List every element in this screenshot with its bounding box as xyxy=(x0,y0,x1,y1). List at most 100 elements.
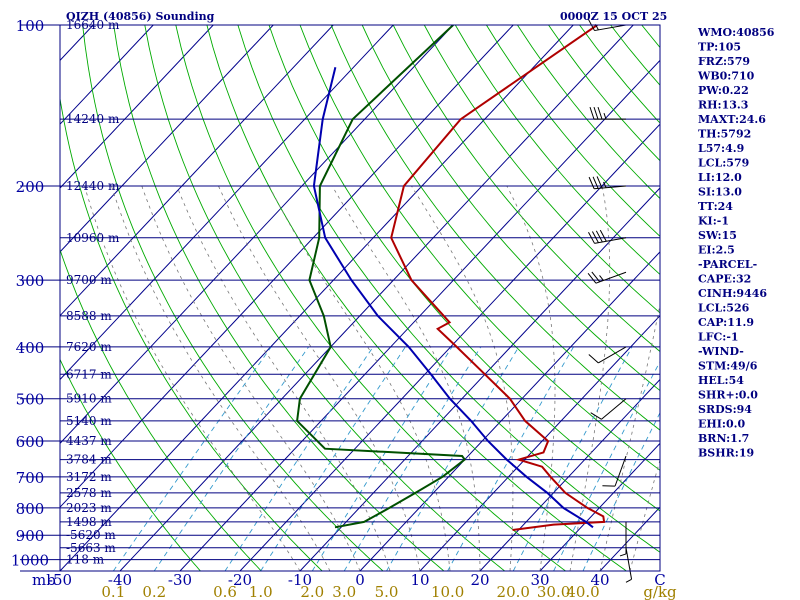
height-label: 5910 m xyxy=(66,392,112,406)
mixing-ratio-line xyxy=(582,411,660,571)
height-label: -5663 m xyxy=(66,541,116,555)
wind-barb xyxy=(588,346,627,364)
moist-adiabat-line xyxy=(111,185,331,571)
dewpoint-line xyxy=(296,25,467,529)
pressure-label: 700 xyxy=(16,469,45,487)
mixing-ratio-label: 30.0 xyxy=(537,583,570,600)
index-value: BRN:1.7 xyxy=(698,432,749,445)
pressure-unit-label: mb xyxy=(32,571,56,589)
index-value: CAP:11.9 xyxy=(698,316,754,329)
temperature-tick-label: -40 xyxy=(108,571,132,589)
dry-adiabat-line xyxy=(268,25,660,512)
mixing-ratio-label: 10.0 xyxy=(431,583,464,600)
mixing-ratio-line xyxy=(512,346,633,571)
mixing-ratio-line xyxy=(112,346,272,571)
height-label: 3172 m xyxy=(66,470,112,484)
height-label: 16640 m xyxy=(66,18,120,32)
isotherm-line xyxy=(359,251,660,571)
height-label: 118 m xyxy=(66,553,105,567)
moist-adiabat-line xyxy=(331,185,481,571)
height-label: -5620 m xyxy=(66,528,116,542)
index-value: EI:2.5 xyxy=(698,244,735,257)
index-value: EHI:0.0 xyxy=(698,418,745,431)
mixing-ratio-line xyxy=(311,346,453,571)
background-lines xyxy=(60,25,660,571)
height-label: 3784 m xyxy=(66,453,112,467)
dry-adiabat-line xyxy=(60,248,262,571)
index-value: WB0:710 xyxy=(697,70,755,83)
mixing-ratio-label: 3.0 xyxy=(332,583,356,600)
index-value: CINH:9446 xyxy=(698,287,767,300)
moist-adiabat-line xyxy=(411,185,514,571)
index-value: FRZ:579 xyxy=(698,55,750,68)
index-value: PW:0.22 xyxy=(698,84,749,97)
index-value: WMO:40856 xyxy=(697,26,775,39)
temperature-tick-label: 30 xyxy=(530,571,549,589)
isotherm-line xyxy=(539,442,660,571)
moist-adiabat-line xyxy=(506,185,556,571)
isotherm-line xyxy=(60,25,274,253)
dry-adiabat-line xyxy=(237,25,660,553)
height-label: 2578 m xyxy=(66,486,112,500)
temperature-tick-label: 20 xyxy=(470,571,489,589)
temperature-tick-label: -30 xyxy=(168,571,192,589)
dry-adiabat-line xyxy=(299,25,660,471)
pressure-label: 800 xyxy=(16,500,45,518)
pressure-label: 1000 xyxy=(11,552,49,570)
dry-adiabat-line xyxy=(423,25,660,314)
dry-adiabat-line xyxy=(113,25,445,571)
height-label: 8588 m xyxy=(66,309,112,323)
index-value: KI:-1 xyxy=(698,215,729,228)
wind-barb xyxy=(589,106,626,120)
isotherm-line xyxy=(60,25,394,381)
index-value: TT:24 xyxy=(698,200,733,213)
temperature-tick-label: 0 xyxy=(355,571,365,589)
index-value: SHR+:0.0 xyxy=(698,389,758,402)
wind-barb xyxy=(590,398,627,420)
moist-adiabat-line xyxy=(176,185,391,571)
dry-adiabat-line xyxy=(175,25,566,571)
index-value: SW:15 xyxy=(698,229,737,242)
temperature-tick-label: C xyxy=(654,571,665,589)
sounding-profiles xyxy=(296,25,606,531)
index-value: HEL:54 xyxy=(698,374,744,387)
temperature-tick-label: -20 xyxy=(228,571,252,589)
isotherm-line xyxy=(119,25,634,571)
isotherm-line xyxy=(60,25,214,189)
dry-adiabat-line xyxy=(330,25,660,431)
mixing-ratio-line xyxy=(224,346,374,571)
height-label: 6717 m xyxy=(66,367,112,381)
isotherm-line xyxy=(60,25,454,445)
dry-adiabat-line xyxy=(206,25,627,571)
height-label: 9700 m xyxy=(66,273,112,287)
chart-title: QIZH (40856) Sounding xyxy=(66,10,215,23)
dry-adiabat-line xyxy=(60,95,323,571)
index-value: STM:49/6 xyxy=(698,360,758,373)
mixing-ratio-label: 40.0 xyxy=(566,583,599,600)
wind-barb xyxy=(588,176,627,190)
pressure-label: 400 xyxy=(16,339,45,357)
mixing-ratio-label: 20.0 xyxy=(497,583,530,600)
index-value: SRDS:94 xyxy=(698,403,752,416)
mixing-ratio-unit-label: g/kg xyxy=(643,583,677,600)
height-label: 1498 m xyxy=(66,515,112,529)
index-value: LI:12.0 xyxy=(698,171,742,184)
isotherm-line xyxy=(179,59,660,571)
moist-adiabat-line xyxy=(599,302,660,571)
temperature-tick-label: 10 xyxy=(410,571,429,589)
height-label: 4437 m xyxy=(66,434,112,448)
isotherm-line xyxy=(60,25,334,317)
pressure-label: 900 xyxy=(16,527,45,545)
index-value: BSHR:19 xyxy=(698,447,754,460)
pressure-label: 600 xyxy=(16,433,45,451)
wind-barbs xyxy=(587,19,633,583)
index-value: MAXT:24.6 xyxy=(698,113,766,126)
height-label: 14240 m xyxy=(66,112,120,126)
index-value: CAPE:32 xyxy=(698,273,751,286)
mixing-ratio-label: 0.2 xyxy=(142,583,166,600)
mixing-ratio-label: 0.1 xyxy=(101,583,125,600)
temperature-tick-label: -10 xyxy=(288,571,312,589)
dry-adiabat-line xyxy=(82,25,384,571)
